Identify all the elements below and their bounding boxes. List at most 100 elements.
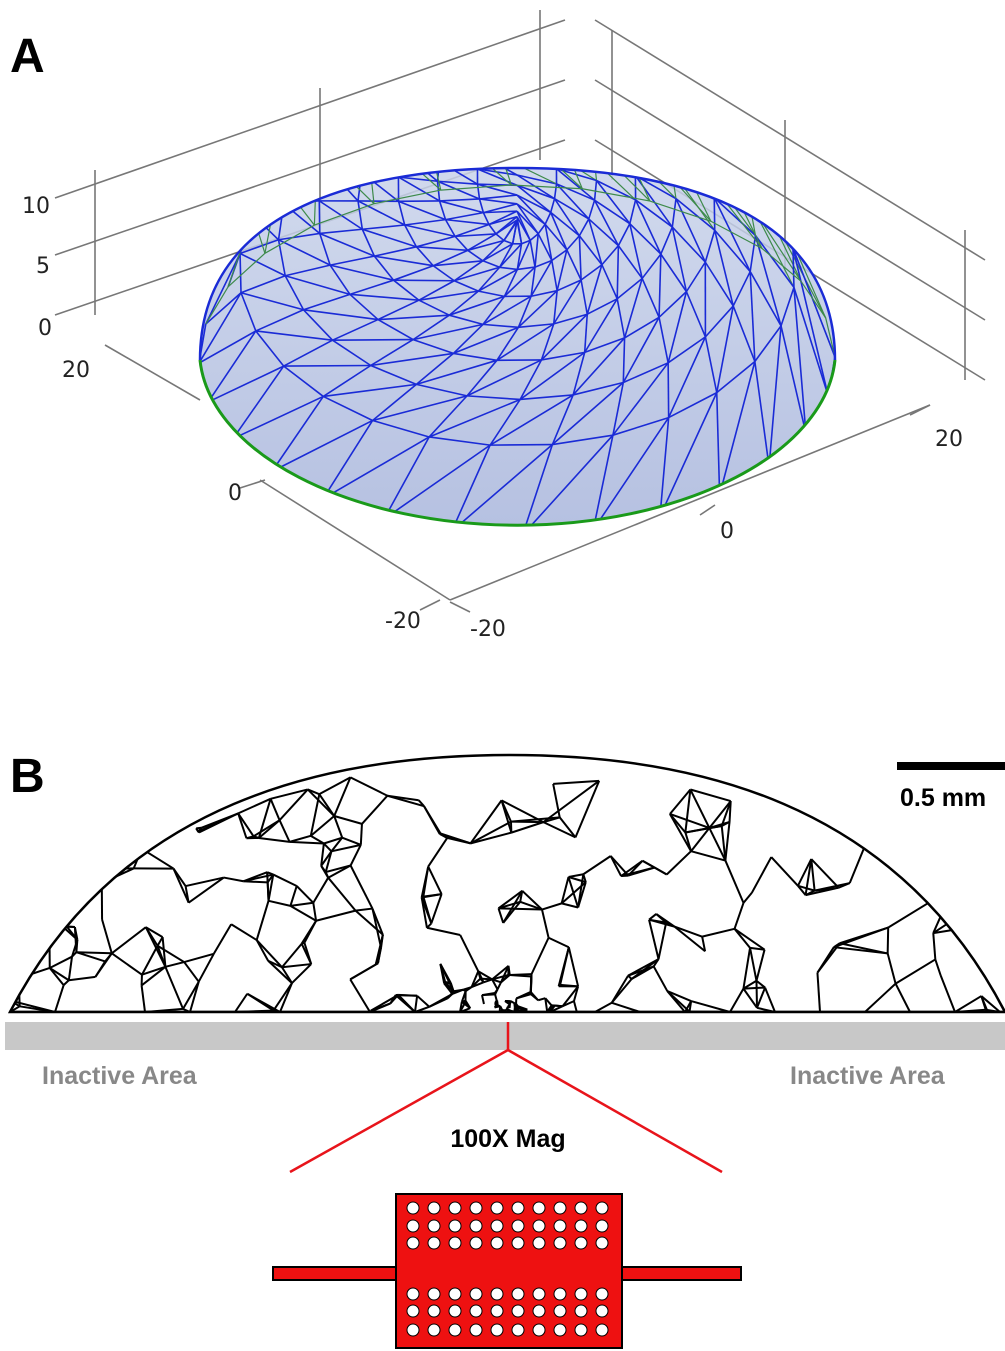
mesh-edge: [449, 71, 492, 79]
mesh-edge: [517, 81, 530, 93]
mesh-edge: [453, 86, 477, 97]
mesh-edge: [334, 777, 350, 816]
mesh-edge: [432, 112, 445, 143]
mesh-edge: [517, 112, 530, 129]
mesh-edge: [498, 1005, 501, 1006]
mesh-edge: [944, 909, 959, 929]
mesh-edge: [569, 947, 578, 986]
mesh-edge: [489, 129, 517, 147]
mesh-edge: [618, 130, 672, 170]
hole: [491, 1202, 503, 1214]
mesh-edge: [64, 980, 69, 985]
mesh-edge: [482, 995, 484, 1004]
mesh-edge: [102, 868, 134, 869]
mesh-edge: [482, 81, 503, 102]
hole: [470, 1288, 482, 1300]
hole: [533, 1220, 545, 1232]
hole: [512, 1237, 524, 1249]
hole: [512, 1324, 524, 1336]
mesh-edge: [640, 119, 703, 166]
mesh-edge: [460, 935, 478, 971]
mesh-edge: [601, 111, 660, 143]
mesh-edge: [504, 113, 517, 134]
hole: [407, 1202, 419, 1214]
mesh-edge: [701, 135, 750, 175]
mesh-edge: [499, 81, 503, 95]
mesh-edge: [888, 953, 896, 983]
mesh-edge: [549, 938, 569, 948]
mesh-edge: [76, 952, 111, 953]
mesh-edge: [428, 867, 441, 894]
mesh-edge: [334, 816, 342, 838]
mesh-edge: [865, 984, 896, 1012]
hole: [575, 1237, 587, 1249]
mesh-edge: [165, 962, 184, 967]
mesh-edge: [743, 893, 751, 903]
mesh-edge: [348, 140, 362, 173]
hole: [428, 1237, 440, 1249]
hole: [407, 1305, 419, 1317]
hole: [407, 1324, 419, 1336]
z-tick-label: 0: [38, 316, 52, 341]
mesh-edge: [432, 97, 453, 112]
mesh-edge: [449, 79, 461, 81]
mesh-edge: [165, 967, 183, 1009]
mesh-edge: [517, 109, 521, 129]
mesh-edge: [667, 851, 691, 874]
mesh-edge: [601, 111, 641, 119]
mesh-edge: [771, 857, 798, 886]
mesh-edge: [415, 996, 417, 1012]
hole: [470, 1237, 482, 1249]
mesh-edge: [348, 114, 375, 140]
mesh-edge: [350, 964, 376, 979]
mesh-edge: [660, 143, 704, 166]
mesh-edge: [371, 995, 398, 1011]
mesh-edge: [404, 153, 439, 161]
mesh-edge: [514, 76, 605, 104]
hole: [575, 1288, 587, 1300]
hole: [449, 1324, 461, 1336]
mesh-edge: [569, 874, 584, 877]
mesh-edge: [375, 114, 392, 121]
mesh-edge: [55, 985, 64, 1012]
mesh-edge: [447, 76, 481, 86]
hole: [491, 1288, 503, 1300]
mesh-edge: [530, 111, 566, 112]
mesh-edge: [269, 901, 291, 906]
mesh-edge: [580, 96, 615, 99]
mesh-edge: [290, 906, 316, 921]
mesh-edge: [50, 957, 72, 968]
mesh-edge: [496, 95, 499, 120]
mesh-edge: [284, 365, 371, 366]
mesh-edge: [612, 976, 628, 1003]
mesh-edge: [319, 794, 334, 816]
mesh-edge: [574, 1001, 577, 1012]
mesh-edge: [817, 947, 833, 972]
mesh-edge: [452, 531, 523, 535]
mesh-edge: [480, 979, 492, 980]
hole: [533, 1288, 545, 1300]
x-tick-label: -20: [470, 617, 506, 642]
hole: [428, 1324, 440, 1336]
mesh-edge: [483, 129, 489, 141]
mesh-edge: [409, 93, 410, 94]
mesh-edge: [273, 875, 296, 886]
mesh-edge: [477, 72, 516, 86]
hole: [428, 1288, 440, 1300]
mesh-edge: [588, 142, 629, 152]
hole: [470, 1202, 482, 1214]
mesh-edge: [482, 96, 544, 97]
y-tick-label: 20: [62, 358, 90, 383]
hole: [512, 1305, 524, 1317]
hole: [554, 1305, 566, 1317]
mesh-edge: [69, 957, 72, 981]
mesh-edge: [416, 131, 440, 161]
mesh-edge: [605, 104, 662, 121]
x-tick-label: 20: [935, 427, 963, 452]
mesh-edge: [684, 137, 730, 166]
mesh-edge: [941, 975, 955, 1012]
hole: [512, 1220, 524, 1232]
hole: [491, 1324, 503, 1336]
mesh-edge: [489, 129, 517, 155]
mesh-edge: [479, 141, 483, 155]
